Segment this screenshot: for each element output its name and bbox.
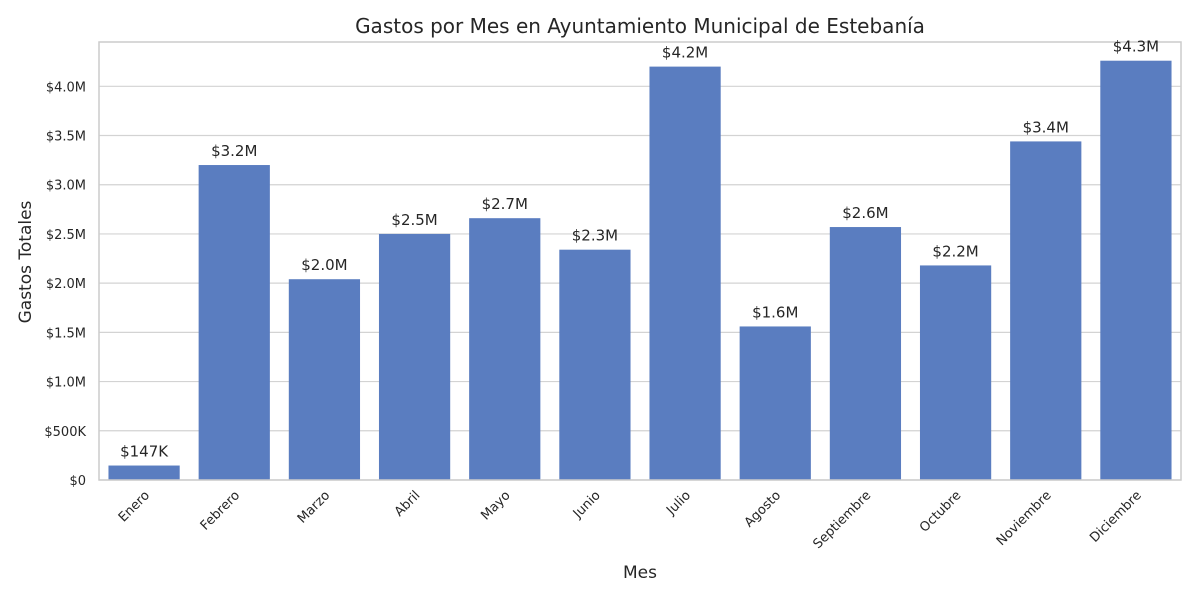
bar-septiembre (829, 227, 902, 480)
y-tick-label: $3.5M (46, 130, 86, 145)
bar-enero (108, 465, 180, 480)
bar-value-label: $3.4M (1023, 118, 1069, 136)
bar-value-labels: $147K $3.2M $2.0M $2.5M $2.7M $2.3M $4.2M $1.6M… (120, 38, 1159, 461)
bar-mayo (469, 218, 541, 480)
bar-value-label: $2.0M (301, 256, 347, 274)
plot-frame (98, 41, 1182, 481)
bar-value-label: $2.2M (932, 242, 978, 260)
bar-value-label: $1.6M (752, 303, 798, 321)
bar-diciembre (1100, 60, 1172, 481)
bar-value-label: $2.3M (572, 227, 618, 245)
y-tick-label: $2.5M (46, 228, 86, 243)
bar-junio (559, 249, 631, 480)
bar-febrero (198, 165, 270, 481)
bars (108, 60, 1172, 481)
bar-julio (649, 66, 721, 480)
y-tick-label: $4.0M (46, 80, 86, 95)
chart-title: Gastos por Mes en Ayuntamiento Municipal… (355, 14, 925, 38)
y-axis-ticks: $0 $500K $1.0M $1.5M $2.0M $2.5M $3.0M $3.5M $4.… (44, 80, 86, 489)
y-tick-label: $1.5M (46, 326, 86, 341)
x-axis-title: Mes (623, 563, 657, 583)
y-tick-label: $500K (44, 425, 86, 440)
y-tick-label: $3.0M (46, 179, 86, 194)
bar-value-label: $2.7M (482, 195, 528, 213)
bar-noviembre (1010, 141, 1082, 480)
bar-value-label: $4.3M (1113, 38, 1159, 56)
bar-value-label: $2.5M (391, 211, 437, 229)
y-axis-title: Gastos Totales (16, 200, 36, 323)
y-tick-label: $1.0M (46, 376, 86, 391)
y-tick-label: $0 (69, 474, 86, 489)
bar-abril (378, 233, 451, 480)
bar-agosto (739, 326, 811, 480)
bar-value-label: $4.2M (662, 44, 708, 62)
bar-value-label: $147K (120, 443, 169, 461)
bar-octubre (919, 265, 992, 480)
y-tick-label: $2.0M (46, 277, 86, 292)
bar-marzo (288, 279, 361, 480)
bar-value-label: $2.6M (842, 204, 888, 222)
bar-value-label: $3.2M (211, 142, 257, 160)
